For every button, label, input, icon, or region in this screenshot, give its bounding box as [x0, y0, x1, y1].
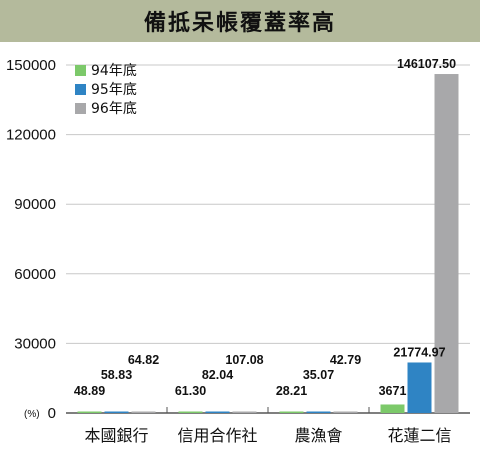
y-axis-ticks: 0 30000 60000 90000 120000 150000	[6, 57, 56, 422]
data-label: 28.21	[276, 384, 307, 398]
category-label: 花蓮二信	[387, 426, 451, 445]
category-label: 農漁會	[294, 426, 342, 445]
bar	[232, 411, 257, 413]
gridlines	[66, 64, 470, 414]
data-label: 146107.50	[397, 57, 456, 71]
data-label: 64.82	[128, 353, 159, 367]
data-label: 3671	[379, 384, 407, 398]
legend-label: 95年底	[91, 82, 137, 98]
unit-label: (%)	[24, 409, 40, 420]
bar	[178, 411, 203, 413]
data-label: 21774.97	[393, 345, 445, 359]
bar	[434, 74, 459, 413]
data-label: 35.07	[303, 368, 334, 382]
legend-swatch	[75, 65, 86, 76]
category-labels: 本國銀行 信用合作社 農漁會 花蓮二信	[84, 426, 451, 445]
bar	[77, 411, 102, 413]
category-label: 本國銀行	[84, 426, 148, 445]
bar	[104, 411, 129, 413]
y-tick-label: 60000	[14, 266, 56, 283]
y-tick-label: 0	[48, 405, 56, 422]
chart-title-banner: 備抵呆帳覆蓋率高	[0, 0, 480, 42]
y-tick-label: 90000	[14, 196, 56, 213]
legend-label: 94年底	[91, 63, 137, 79]
bar	[333, 411, 358, 413]
legend-swatch	[75, 84, 86, 95]
bar	[131, 411, 156, 413]
legend: 94年底 95年底 96年底	[75, 63, 137, 117]
bar	[306, 411, 331, 413]
data-label: 107.08	[225, 353, 263, 367]
data-label: 42.79	[330, 353, 361, 367]
bar	[407, 362, 432, 413]
data-label: 61.30	[175, 384, 206, 398]
data-label: 58.83	[101, 368, 132, 382]
bar	[380, 404, 405, 413]
legend-label: 96年底	[91, 101, 137, 117]
data-label: 48.89	[74, 384, 105, 398]
chart-title: 備抵呆帳覆蓋率高	[143, 11, 336, 36]
data-label: 82.04	[202, 368, 233, 382]
bar	[205, 411, 230, 413]
y-tick-label: 120000	[6, 127, 56, 144]
y-tick-label: 150000	[6, 57, 56, 74]
bar	[279, 411, 304, 413]
category-label: 信用合作社	[177, 426, 257, 445]
bars	[77, 74, 459, 413]
legend-swatch	[75, 103, 86, 114]
y-tick-label: 30000	[14, 335, 56, 352]
